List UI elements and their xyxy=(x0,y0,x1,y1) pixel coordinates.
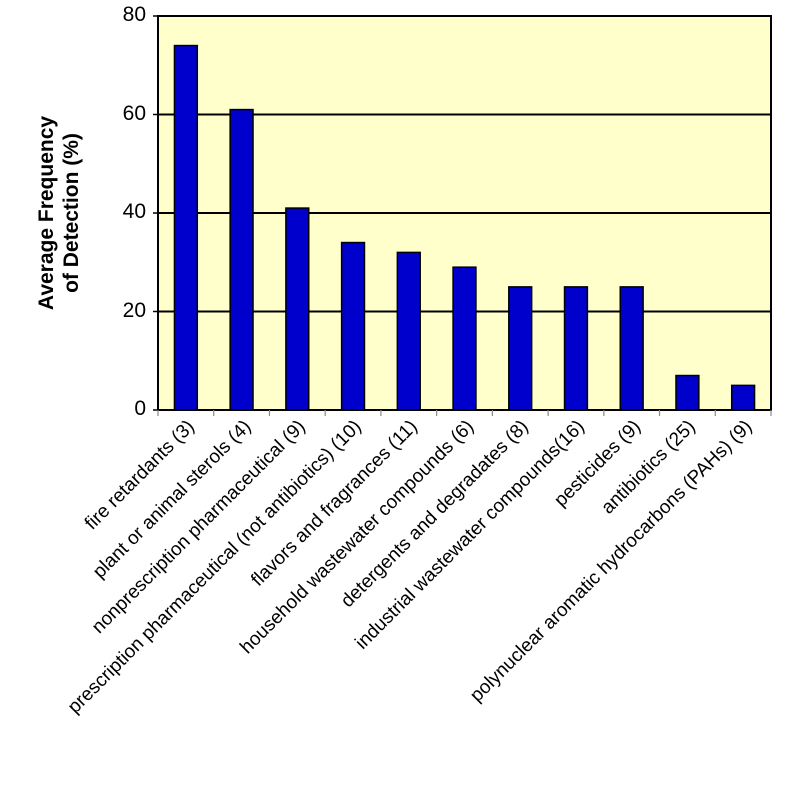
bar xyxy=(173,44,199,411)
y-axis-title-line-1: Average Frequency xyxy=(35,115,58,311)
bar xyxy=(508,286,533,411)
bar xyxy=(619,286,644,411)
bar xyxy=(452,266,477,411)
bar xyxy=(340,241,366,411)
axes xyxy=(153,15,772,416)
y-tick-label: 20 xyxy=(122,298,146,322)
y-tick-label: 0 xyxy=(134,397,146,420)
y-axis-title-line-2: of Detection (%) xyxy=(60,133,83,293)
bar xyxy=(396,251,421,411)
bar xyxy=(229,108,254,411)
bar xyxy=(285,207,310,411)
bar xyxy=(675,374,700,411)
y-tick-label: 60 xyxy=(122,101,146,125)
y-tick-label: 40 xyxy=(122,200,146,223)
bar xyxy=(563,286,589,411)
bars xyxy=(173,44,756,411)
y-tick-label: 80 xyxy=(122,3,146,26)
bar xyxy=(730,384,756,411)
